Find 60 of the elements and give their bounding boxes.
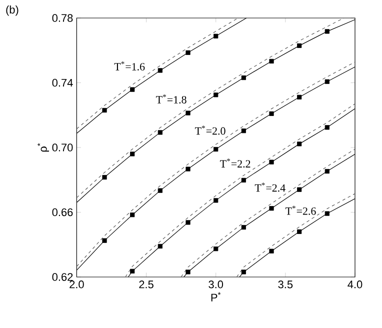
x-tick-label: 3.5 [278, 280, 293, 288]
y-tick-label: 0.70 [52, 144, 73, 152]
point [297, 94, 302, 100]
point [297, 187, 302, 192]
point [241, 270, 246, 274]
point [102, 238, 107, 243]
y-axis-title: ρ$^{*}$ [37, 143, 49, 152]
point [102, 174, 107, 180]
point [269, 160, 274, 164]
y-tick-label: 0.78 [52, 14, 73, 22]
point [324, 29, 330, 34]
point [158, 68, 162, 73]
point [214, 198, 218, 203]
point [324, 125, 330, 130]
point [269, 248, 274, 254]
point [186, 166, 190, 172]
point [214, 246, 218, 252]
point [324, 169, 330, 174]
point [297, 43, 302, 48]
text: (b) [6, 6, 18, 16]
point [324, 79, 330, 84]
annotation: T$^{*}$=1.8 [156, 94, 186, 104]
point [241, 225, 246, 230]
point [214, 34, 218, 38]
point [158, 244, 162, 249]
point [241, 75, 246, 80]
x-tick-label: 3.0 [208, 280, 224, 288]
point [324, 211, 330, 216]
point [269, 206, 274, 211]
annotation: T$^{*}$=2.0 [195, 126, 226, 135]
annotation: T$^{*}$=1.6 [114, 61, 145, 70]
point [269, 111, 274, 116]
y-tick-label: 0.62 [52, 273, 73, 281]
point [214, 146, 218, 152]
annotation: T$^{*}$=2.2 [220, 158, 250, 168]
point [269, 58, 274, 64]
annotation: T$^{*}$=2.6 [285, 206, 316, 215]
point [241, 128, 246, 134]
point [158, 130, 162, 135]
annotation: T$^{*}$=2.4 [254, 182, 286, 192]
point [186, 220, 190, 225]
point [186, 270, 190, 274]
y-tick-label: 0.74 [52, 78, 73, 87]
point [241, 178, 246, 182]
x-tick-label: 2.0 [70, 280, 84, 288]
point [186, 50, 190, 55]
point [214, 92, 218, 98]
point [102, 108, 107, 113]
x-tick-label: 2.5 [139, 280, 154, 288]
point [130, 212, 135, 218]
x-axis-title: P$^{*}$ [211, 292, 221, 302]
point [130, 268, 135, 274]
point [297, 142, 302, 146]
point [186, 110, 190, 116]
point [130, 152, 135, 156]
x-tick-label: 4.0 [348, 280, 362, 288]
y-tick-label: 0.66 [52, 208, 73, 216]
point [130, 87, 135, 92]
point [297, 229, 302, 234]
point [158, 188, 162, 193]
